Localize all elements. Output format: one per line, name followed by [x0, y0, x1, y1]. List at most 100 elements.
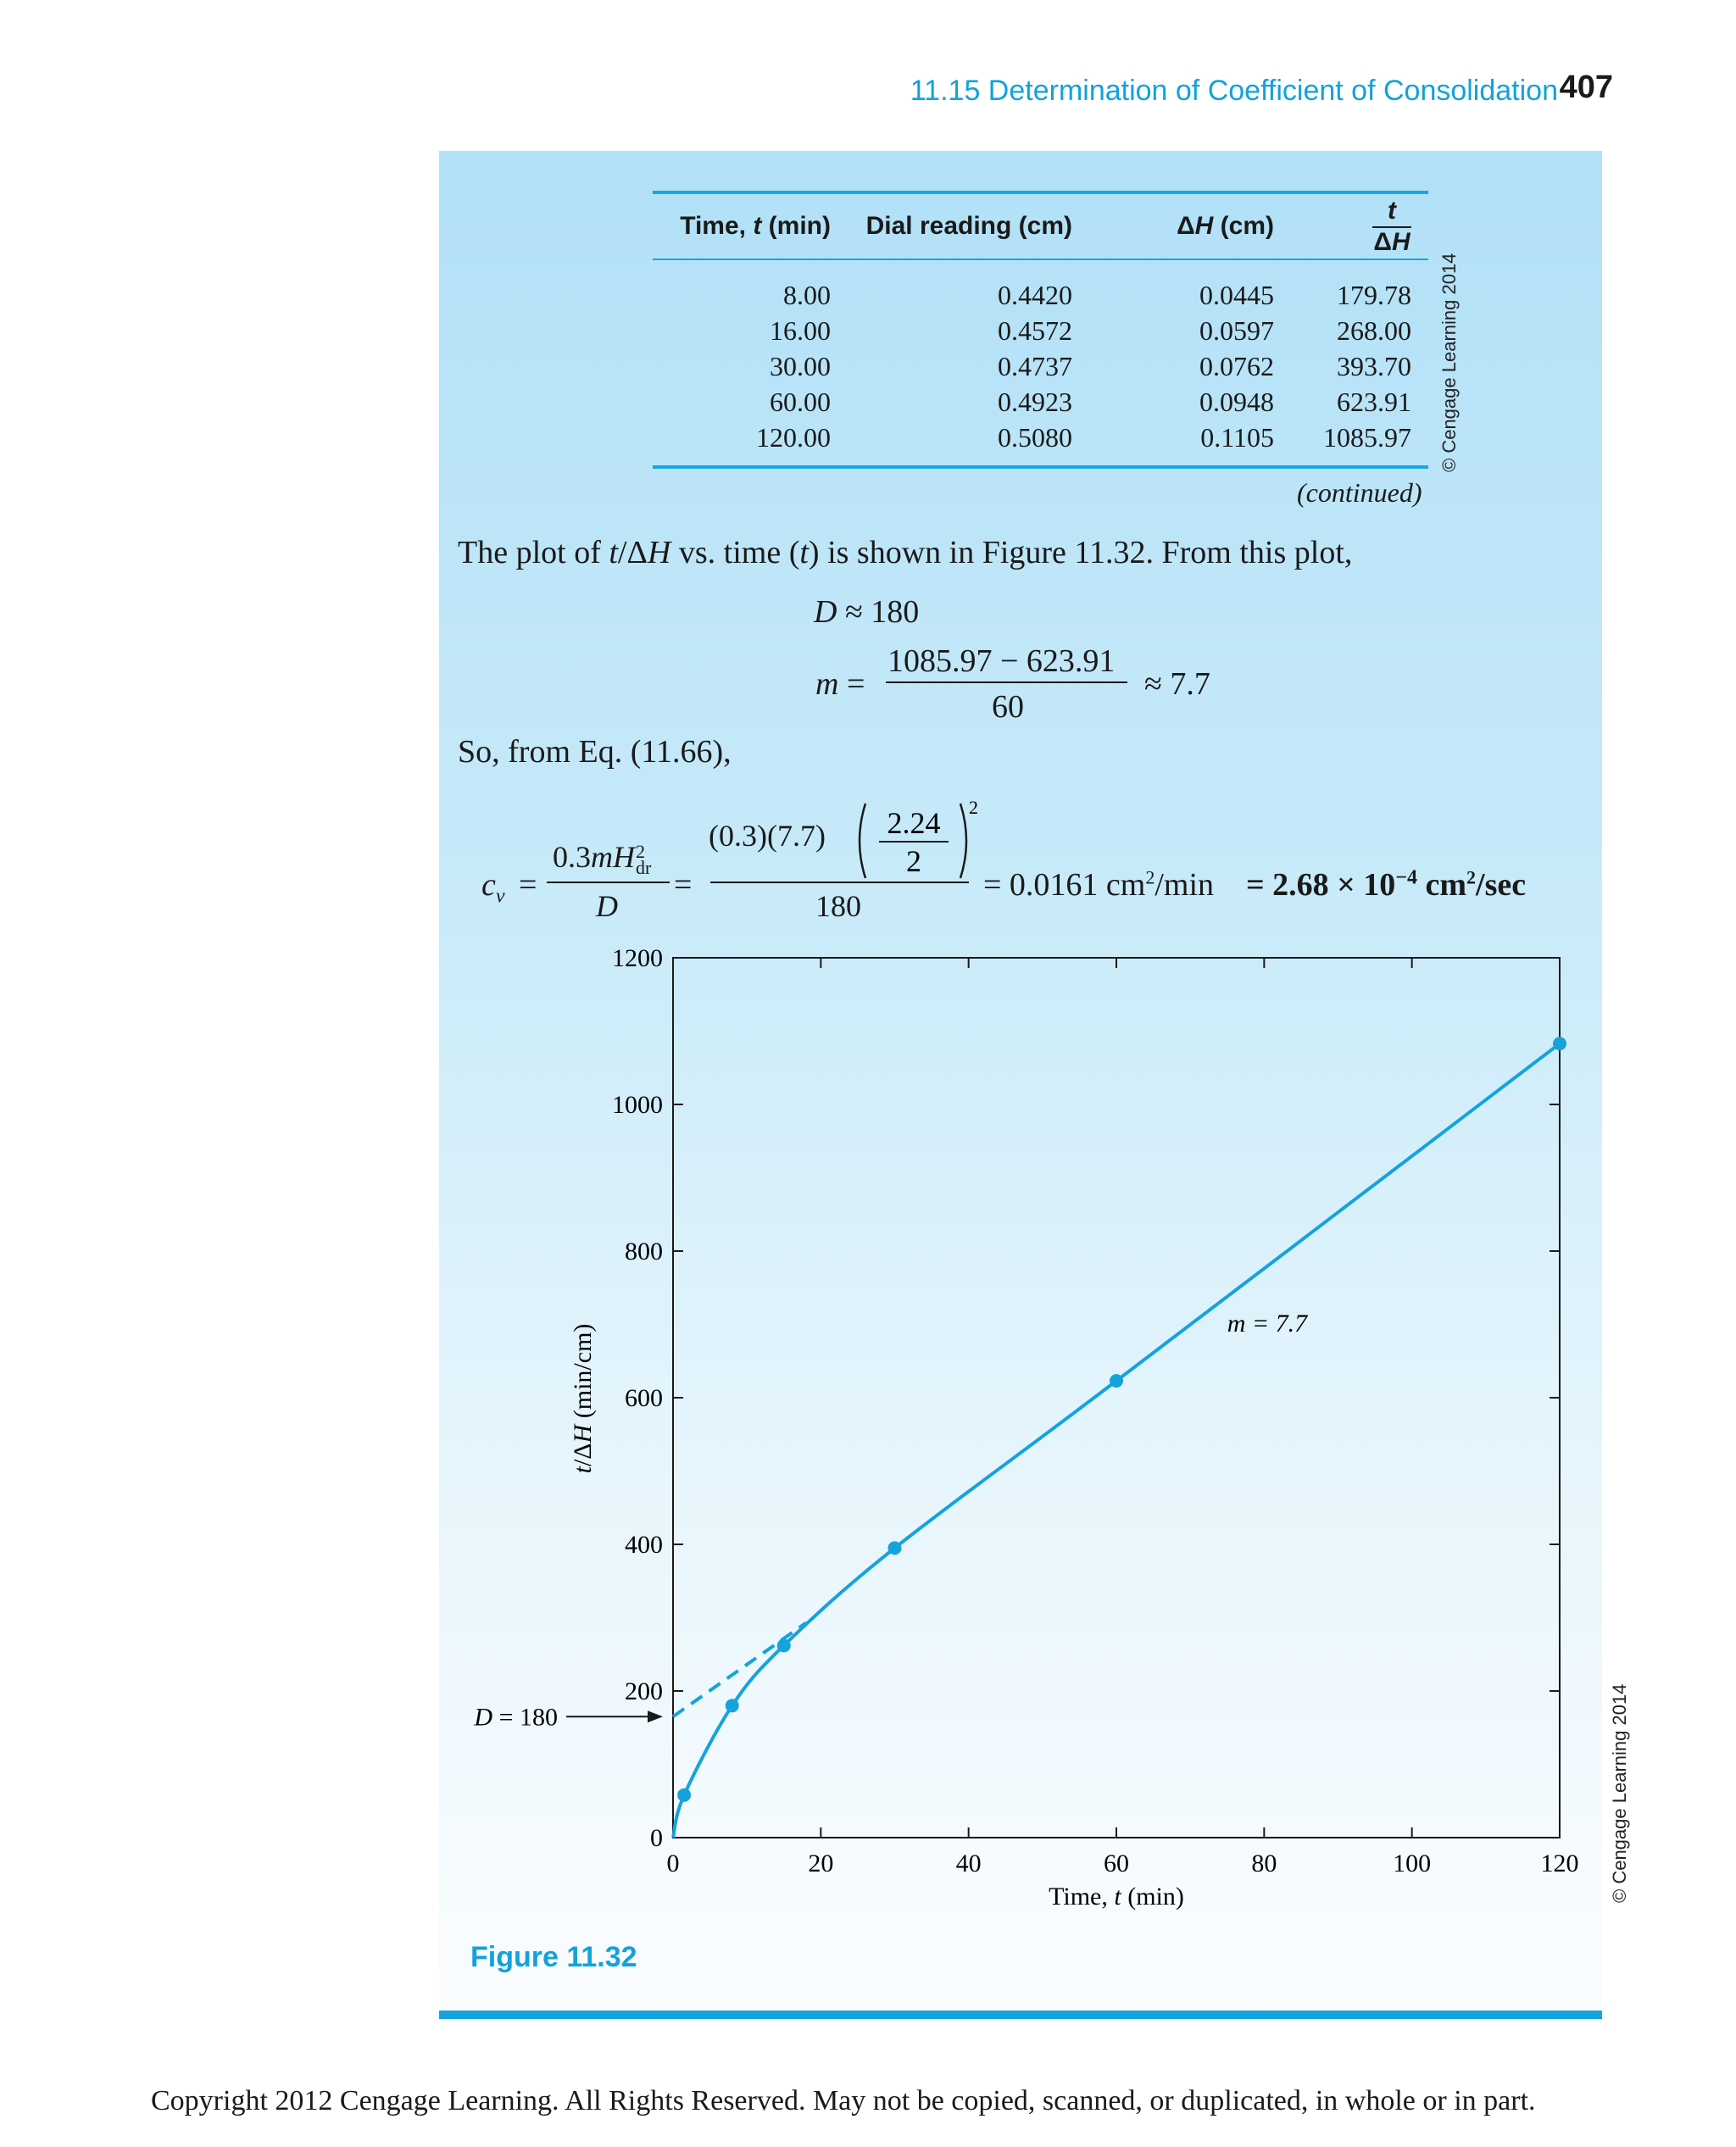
y-tick-label: 400: [625, 1531, 663, 1559]
continued-note: (continued): [1297, 477, 1422, 508]
intercept-arrowhead: [648, 1710, 663, 1723]
x-axis-label: Time, t (min): [1049, 1883, 1184, 1911]
inner-power: 2: [969, 797, 978, 818]
x-tick-label: 80: [1251, 1849, 1277, 1877]
table-cell: 268.00: [1337, 314, 1411, 346]
data-point: [725, 1699, 739, 1713]
table-row: 60.00 0.4923 0.0948 623.91: [653, 384, 1428, 420]
slope-annotation: m = 7.7: [1227, 1310, 1309, 1338]
data-point: [776, 1638, 791, 1653]
m-lhs: m =: [815, 666, 865, 702]
table-row: 120.00 0.5080 0.1105 1085.97: [653, 420, 1428, 455]
inner-numerator: 2.24: [887, 806, 941, 840]
cv-numerator-values: (0.3)(7.7): [709, 819, 826, 853]
table-cell: 393.70: [1337, 350, 1411, 381]
figure-label: Figure 11.32: [470, 1941, 637, 1973]
table-cell: 60.00: [770, 386, 831, 417]
y-axis-label: t/ΔH (min/cm): [569, 1324, 597, 1474]
table-cell: 0.0948: [1199, 386, 1274, 417]
y-tick-label: 1000: [612, 1091, 663, 1119]
series-line: [671, 1042, 1561, 1838]
cv-symbol: cv: [481, 867, 505, 908]
table-cell: 0.0445: [1199, 279, 1274, 310]
m-denominator: 60: [992, 689, 1024, 725]
data-table: Time, t (min) Dial reading (cm) ΔH (cm) …: [653, 191, 1428, 469]
cv-result-min: = 0.0161 cm2/min: [983, 866, 1215, 903]
cv-denominator-values: 180: [815, 889, 861, 923]
table-cell: 623.91: [1337, 386, 1411, 417]
right-paren: [959, 803, 968, 879]
table-row: 8.00 0.4420 0.0445 179.78: [653, 277, 1428, 313]
header-time: Time, t (min): [680, 212, 831, 240]
table-cell: 16.00: [770, 314, 831, 346]
y-axis-ticks: 0 200 400 600 800 1000 1200: [612, 944, 1560, 1852]
cv-fraction-line-2: [710, 882, 969, 883]
x-tick-label: 100: [1393, 1849, 1431, 1877]
x-tick-label: 60: [1104, 1849, 1129, 1877]
table-cell: 0.4420: [998, 279, 1072, 310]
table-cell: 8.00: [783, 279, 831, 310]
table-cell: 30.00: [770, 350, 831, 381]
table-cell: 0.4572: [998, 314, 1072, 346]
so-from-equation: So, from Eq. (11.66),: [458, 734, 732, 770]
x-tick-label: 120: [1541, 1849, 1579, 1877]
cv-equals-2: =: [674, 867, 693, 903]
data-point: [677, 1788, 692, 1802]
intercept-annotation: D = 180: [473, 1703, 558, 1731]
table-cell: 0.0597: [1199, 314, 1274, 346]
x-tick-label: 0: [667, 1849, 680, 1877]
inner-denominator: 2: [906, 844, 921, 878]
y-tick-label: 800: [625, 1238, 663, 1265]
data-point: [1110, 1374, 1123, 1388]
m-rhs: ≈ 7.7: [1144, 666, 1210, 702]
table-cell: 1085.97: [1323, 421, 1411, 453]
header-dial: Dial reading (cm): [865, 212, 1072, 240]
y-tick-label: 1200: [612, 944, 663, 972]
d-equation: D ≈ 180: [814, 594, 920, 630]
x-tick-label: 20: [808, 1849, 833, 1877]
table-header-rule: [653, 259, 1428, 260]
x-tick-label: 40: [956, 1849, 982, 1877]
running-head: 11.15 Determination of Coefficient of Co…: [910, 75, 1558, 107]
table-body: 8.00 0.4420 0.0445 179.78 16.00 0.4572 0.0597 2…: [653, 260, 1428, 465]
table-bottom-rule: [653, 465, 1428, 469]
table-cell: 0.4737: [998, 350, 1072, 381]
panel-bottom-rule: [439, 2011, 1602, 2019]
table-cell: 120.00: [756, 421, 831, 453]
cv-denominator-general: D: [596, 889, 618, 923]
cv-result-sec: = 2.68 × 10−4 cm2/sec: [1246, 866, 1527, 903]
m-fraction-line: [886, 681, 1127, 683]
plot-sentence: The plot of t/ΔH vs. time (t) is shown i…: [458, 535, 1353, 570]
page-number: 407: [1559, 70, 1613, 105]
table-cell: 0.0762: [1199, 350, 1274, 381]
plot-frame: [672, 957, 1561, 1838]
example-panel: [439, 151, 1602, 2016]
table-cell: 179.78: [1337, 279, 1411, 310]
table-cell: 0.4923: [998, 386, 1072, 417]
data-points: [677, 1037, 1566, 1802]
y-tick-label: 200: [625, 1677, 663, 1705]
y-tick-label: 0: [650, 1824, 663, 1852]
table-cell: 0.5080: [998, 421, 1072, 453]
header-dh: ΔH (cm): [1177, 212, 1274, 240]
header-ratio: t ΔH: [1372, 197, 1411, 256]
data-point: [1553, 1037, 1566, 1051]
data-point: [887, 1541, 902, 1555]
x-axis-ticks: 0 20 40 60 80 100 120: [667, 958, 1579, 1877]
cv-inner-fraction: 2.24 2 2: [858, 797, 978, 879]
cv-numerator-general: 0.3mH 2 dr: [553, 840, 652, 878]
cv-equals-1: =: [519, 867, 537, 903]
extrapolation-line: [671, 1621, 808, 1718]
y-tick-label: 600: [625, 1384, 663, 1412]
m-numerator: 1085.97 − 623.91: [887, 643, 1116, 679]
left-paren: [858, 803, 867, 879]
table-cell: 0.1105: [1200, 421, 1274, 453]
cv-fraction-line-1: [547, 882, 670, 883]
table-row: 16.00 0.4572 0.0597 268.00: [653, 313, 1428, 348]
table-row: 30.00 0.4737 0.0762 393.70: [653, 348, 1428, 384]
copyright-footer: Copyright 2012 Cengage Learning. All Rig…: [151, 2085, 1536, 2116]
table-top-rule: [653, 191, 1428, 194]
table-header: Time, t (min) Dial reading (cm) ΔH (cm) …: [653, 194, 1428, 259]
figure-credit: © Cengage Learning 2014: [1609, 1683, 1630, 1903]
